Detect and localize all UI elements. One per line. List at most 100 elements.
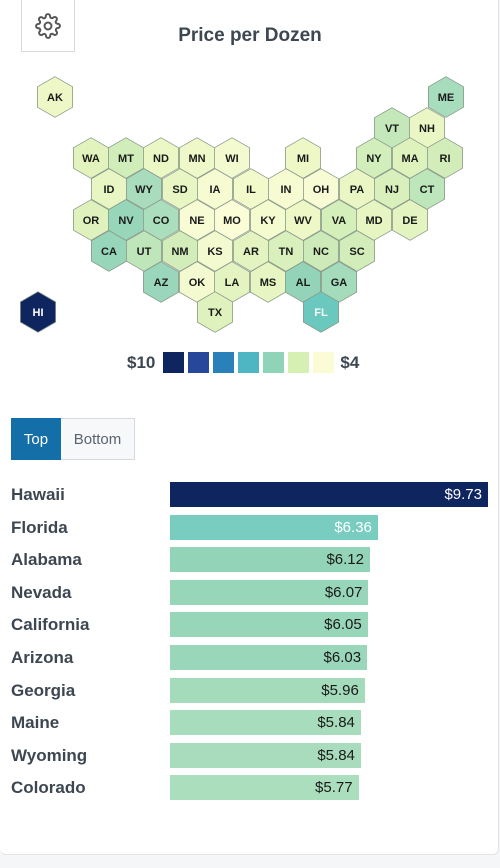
state-hex-ks[interactable]: KS [196,230,234,272]
legend-swatch [213,352,235,373]
tab-top[interactable]: Top [11,418,61,460]
state-label: GA [331,277,348,289]
state-hex-wa[interactable]: WA [73,137,109,179]
state-hex-shape [302,291,340,333]
bar[interactable]: $5.77 [170,775,359,801]
state-label: ID [104,184,115,196]
state-hex-ca[interactable]: CA [91,230,127,272]
bar-row: Nevada $6.07 [0,579,500,605]
state-hex-ut[interactable]: UT [126,230,163,272]
state-label: NY [366,153,382,165]
state-hex-wi[interactable]: WI [213,137,251,179]
state-hex-wy[interactable]: WY [126,168,163,210]
bar-value-label: $6.12 [326,551,364,569]
state-hex-or[interactable]: OR [73,199,109,241]
settings-button[interactable] [21,0,75,52]
state-label: AL [296,277,311,289]
state-hex-oh[interactable]: OH [302,168,340,210]
state-hex-nv[interactable]: NV [108,199,145,241]
bar-row: Maine $5.84 [0,710,500,736]
map-panel: Price per Dozen AK ME VT NH WA MT ND MN WI MI NY MA… [0,0,499,397]
bar-category-label: Arizona [11,648,74,667]
bar-row: Florida $6.36 [0,514,500,540]
state-hex-tn[interactable]: TN [267,230,305,272]
state-label: WI [225,153,238,165]
bar[interactable]: $9.73 [170,482,488,507]
state-hex-shape [142,261,180,303]
state-label: ND [153,153,169,165]
bar-row: Arizona $6.03 [0,645,500,670]
bar[interactable]: $6.03 [170,645,368,670]
bar-value-label: $5.96 [321,681,359,699]
tab-bottom[interactable]: Bottom [61,418,135,460]
bar-value-label: $5.84 [317,746,355,764]
state-hex-sc[interactable]: SC [338,230,376,272]
bar-category-label: Alabama [11,550,82,570]
legend-max-label: $10 [127,352,156,372]
state-label: ME [438,92,455,104]
bar[interactable]: $5.96 [170,677,365,703]
bar-value-label: $5.84 [317,714,355,732]
state-hex-ak[interactable]: AK [37,76,73,118]
state-hex-wv[interactable]: WV [284,199,322,241]
state-hex-ct[interactable]: CT [408,168,446,210]
state-label: NV [118,215,134,227]
legend-swatch [163,352,185,373]
bar-value-label: $5.77 [315,779,353,797]
state-label: LA [225,277,240,289]
state-label: CO [153,215,170,227]
state-hex-ga[interactable]: GA [320,261,358,303]
state-hex-la[interactable]: LA [213,261,251,303]
state-label: NM [171,246,188,258]
state-hex-me[interactable]: ME [427,76,465,118]
state-hex-co[interactable]: CO [142,199,180,241]
state-label: AZ [154,277,169,289]
bar[interactable]: $6.36 [170,514,378,540]
state-hex-sd[interactable]: SD [161,168,199,210]
state-label: NJ [385,184,399,196]
state-hex-nc[interactable]: NC [302,230,340,272]
bar-row: Wyoming $5.84 [0,742,500,768]
legend-swatch [263,352,285,373]
state-hex-shape [302,168,340,210]
legend-min-label: $4 [340,352,360,372]
state-hex-tx[interactable]: TX [196,291,234,333]
state-label: KS [207,246,222,258]
bar[interactable]: $6.07 [170,579,369,605]
bar-category-label: Hawaii [11,485,65,504]
bar-value-label: $6.03 [323,649,362,666]
state-hex-nd[interactable]: ND [142,137,180,179]
state-hex-ok[interactable]: OK [178,261,216,303]
state-label: MA [401,153,418,165]
gear-icon [35,12,61,39]
state-hex-shape [37,76,73,118]
bar-row: Alabama $6.12 [0,547,500,573]
bar-category-label: Nevada [11,582,72,602]
state-label: MN [188,153,205,165]
ranking-tabs: Top Bottom [11,418,135,460]
bar[interactable]: $6.12 [170,547,370,573]
bar-category-label: Colorado [11,778,86,798]
state-label: WA [82,153,100,165]
state-hex-nj[interactable]: NJ [373,168,411,210]
bar-category-label: California [11,615,90,635]
state-hex-fl[interactable]: FL [302,291,340,333]
state-hex-shape [302,230,340,272]
state-hex-shape [338,230,376,272]
state-hex-hi[interactable]: HI [19,291,56,333]
state-hex-ny[interactable]: NY [355,137,393,179]
state-label: MS [260,277,277,289]
bar[interactable]: $5.84 [170,742,361,768]
state-hex-md[interactable]: MD [355,199,393,241]
bar-value-label: $6.36 [334,518,372,536]
state-hex-shape [19,291,56,333]
state-hex-ri[interactable]: RI [426,137,464,179]
state-hex-mo[interactable]: MO [213,199,251,241]
bar[interactable]: $6.05 [170,612,368,638]
bar[interactable]: $5.84 [170,710,361,736]
state-hex-de[interactable]: DE [391,199,429,241]
legend-swatch [313,352,335,373]
state-hex-az[interactable]: AZ [142,261,180,303]
state-label: MI [297,153,309,165]
state-hex-vt[interactable]: VT [373,107,411,149]
